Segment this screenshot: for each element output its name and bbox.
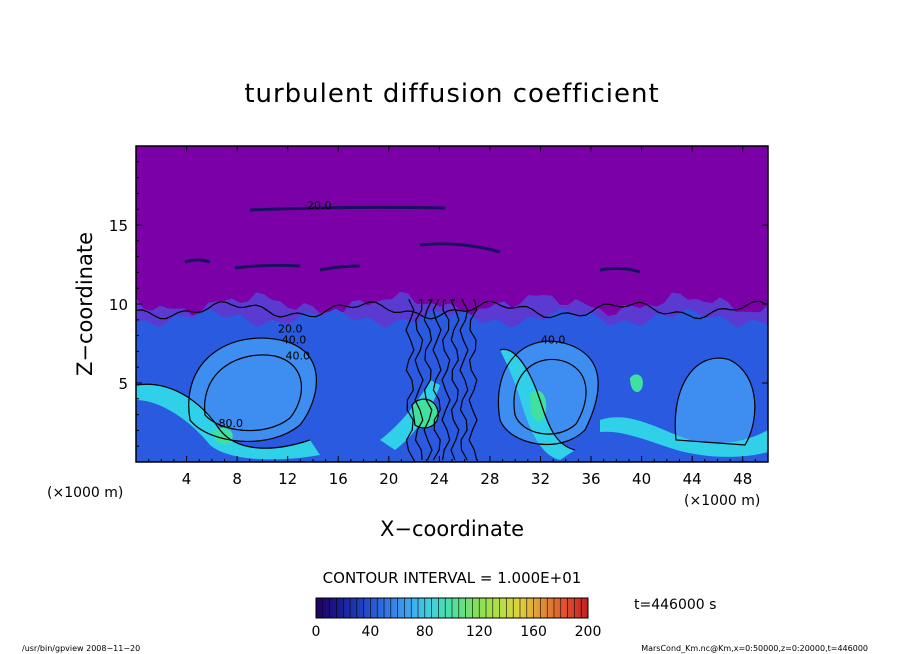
contour-boundary-top [136,300,767,320]
contour-filament-1 [136,383,311,449]
wisp-3 [234,263,301,270]
x-tick-label-36: 36 [581,470,600,488]
x-tick-label-8: 8 [232,470,242,488]
x-tick-label-28: 28 [480,470,499,488]
x-tick-label-44: 44 [683,470,702,488]
footer-right: MarsCond_Km.nc@Km,x=0:50000,z=0:20000,t=… [641,644,868,653]
contour-plume-6 [450,299,460,461]
contour-eddy-right [674,357,756,446]
pocket-3 [212,427,233,445]
pocket-2 [530,390,547,422]
contour-eddy-center [497,340,599,445]
plot-area: 20.040.040.080.020.040.0 [135,145,769,463]
contour-plume-3 [423,299,433,461]
wisp-4 [319,264,361,272]
x-tick-label-16: 16 [329,470,348,488]
filament-1 [136,384,320,460]
contour-plume-7 [459,299,469,461]
x-unit-left: (×1000 m) [47,485,123,501]
wisp-6 [599,266,641,274]
wisp-5 [419,242,501,254]
contour-plume-1 [405,299,415,461]
colorbar-tick-label-80: 80 [416,624,434,640]
eddy-left [188,338,317,442]
x-tick-label-48: 48 [733,470,752,488]
x-tick-label-12: 12 [278,470,297,488]
x-unit-right: (×1000 m) [684,493,760,509]
eddy-right [675,358,755,445]
y-tick-label-5: 5 [118,375,128,393]
wisp-1 [249,205,446,212]
x-tick-label-32: 32 [531,470,550,488]
contour-filament-2 [499,348,576,451]
contour-label-2: 40.0 [282,334,307,347]
x-axis: 4 8 12 16 20 24 28 32 36 40 44 48 [148,146,756,488]
contour-eddy-left-inner [204,354,302,432]
chart-title: turbulent diffusion coefficient [244,79,659,109]
y-tick-label-10: 10 [109,296,128,314]
colorbar-tick-label-160: 160 [520,624,547,640]
x-axis-label: X−coordinate [380,517,524,541]
y-axis-label: Z−coordinate [73,232,97,376]
x-tick-label-20: 20 [379,470,398,488]
contour-plume-4 [432,299,442,461]
colorbar-tick-label-0: 0 [312,624,321,640]
filament-3 [600,417,768,457]
contour-plume-5 [441,299,451,461]
contour-label-6: 40.0 [541,334,566,347]
contour-eddy-center-inner [513,358,587,435]
contour-pocket-1 [411,398,439,429]
colorbar: 0 40 80 120 160 200 [312,597,602,640]
colorbar-stripes [322,598,582,618]
contour-label-5: 20.0 [307,199,332,212]
x-tick-label-40: 40 [632,470,651,488]
pocket-4 [630,374,643,393]
contour-label-1: 20.0 [278,322,303,335]
contour-layer [136,205,767,461]
contour-eddy-left [188,337,317,442]
colorbar-tick-label-120: 120 [466,624,493,640]
colorbar-ticks: 0 40 80 120 160 200 [312,624,602,640]
x-tick-label-4: 4 [182,470,192,488]
footer-left: /usr/bin/gpview 2008−11−20 [22,644,140,653]
colorbar-tick-label-40: 40 [361,624,379,640]
contour-label-3: 40.0 [286,349,311,362]
y-axis: 5 10 15 [109,161,768,447]
contour-plume-8 [468,299,478,461]
colorbar-frame [315,597,589,619]
contour-interval-label: CONTOUR INTERVAL = 1.000E+01 [323,569,582,587]
y-tick-label-15: 15 [109,217,128,235]
contour-plume-2 [414,299,424,461]
colorbar-tick-label-200: 200 [575,624,602,640]
x-tick-label-24: 24 [430,470,449,488]
contour-label-4: 80.0 [219,417,244,430]
wisp-2 [184,258,211,264]
time-label: t=446000 s [634,597,716,613]
contour-label-layer: 20.040.040.080.020.040.0 [219,199,566,430]
